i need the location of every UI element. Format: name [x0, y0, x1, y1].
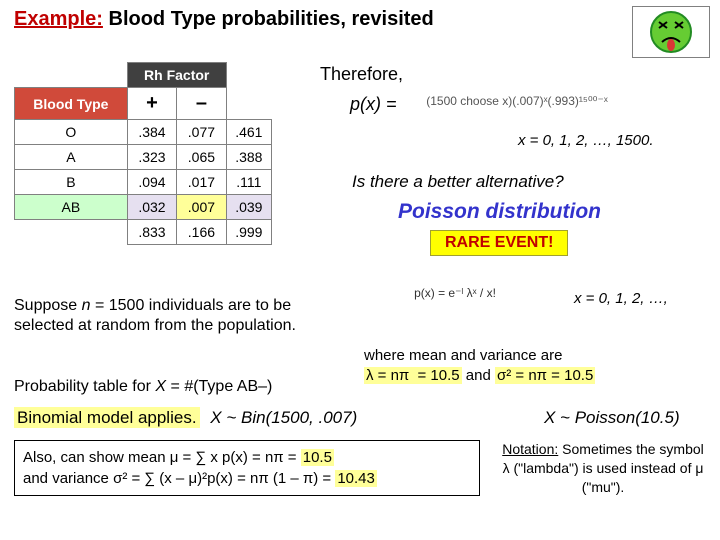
t: and variance [23, 470, 113, 487]
t: = 10.5 [411, 367, 461, 384]
prob-table-label: Probability table for X = #(Type AB–) [14, 378, 272, 396]
t: Notation: [502, 441, 558, 457]
t: where mean and variance are [364, 347, 562, 364]
bt-header: Blood Type [15, 88, 128, 120]
minus-header: – [177, 88, 226, 120]
val-cell: .077 [177, 120, 226, 145]
bt-cell: A [15, 145, 128, 170]
val-cell: .032 [127, 195, 176, 220]
probability-table: Rh Factor Blood Type + – O .384 .077 .46… [14, 62, 272, 245]
table-row: O .384 .077 .461 [15, 120, 272, 145]
val-cell: .094 [127, 170, 176, 195]
therefore-label: Therefore, [320, 64, 403, 85]
val-cell: .017 [177, 170, 226, 195]
table-row: B .094 .017 .111 [15, 170, 272, 195]
slide-title: Example: Blood Type probabilities, revis… [0, 0, 720, 33]
var-val: 10.43 [335, 470, 377, 487]
rh-header: Rh Factor [127, 63, 226, 88]
table-row: AB .032 .007 .039 [15, 195, 272, 220]
notation-note: Notation: Sometimes the symbol λ ("lambd… [500, 440, 706, 497]
total-cell: .461 [226, 120, 271, 145]
x-var: X [155, 378, 166, 395]
title-text: Blood Type probabilities, revisited [109, 8, 434, 30]
val-cell: .007 [177, 195, 226, 220]
bin-dist: X ~ Bin(1500, .007) [210, 408, 357, 427]
x-range-1: x = 0, 1, 2, …, 1500. [518, 132, 654, 149]
alt-question: Is there a better alternative? [352, 172, 564, 192]
var-formula: σ² = ∑ (x – μ)²p(x) = nπ (1 – π) = [113, 470, 335, 487]
t: Binomial model applies. [14, 407, 200, 428]
rare-event-badge: RARE EVENT! [430, 230, 568, 256]
val-cell: .323 [127, 145, 176, 170]
t: Also, can show mean [23, 449, 170, 466]
t: = #(Type AB–) [166, 378, 272, 395]
binomial-formula: (1500 choose x)(.007)ˣ(.993)¹⁵⁰⁰⁻ˣ [406, 78, 628, 124]
val-cell: .384 [127, 120, 176, 145]
bt-cell: AB [15, 195, 128, 220]
t: Suppose [14, 297, 82, 314]
total-cell: .388 [226, 145, 271, 170]
title-example: Example: [14, 8, 103, 30]
t: and [462, 367, 495, 384]
mean-val: 10.5 [301, 449, 334, 466]
x-range-2: x = 0, 1, 2, …, [574, 290, 668, 307]
poisson-formula: p(x) = e⁻ˡ λˣ / x! [380, 268, 530, 318]
mean-formula: μ = ∑ x p(x) = nπ [170, 449, 284, 466]
also-box: Also, can show mean μ = ∑ x p(x) = nπ = … [14, 440, 480, 496]
plus-header: + [127, 88, 176, 120]
px-label: p(x) = [350, 94, 397, 115]
t: Probability table for [14, 378, 155, 395]
sigma-eq: σ² = nπ = 10.5 [495, 367, 595, 384]
bt-cell: B [15, 170, 128, 195]
table-totals: .833 .166 .999 [15, 220, 272, 245]
col-total: .833 [127, 220, 176, 245]
suppose-text: Suppose n = 1500 individuals are to be s… [14, 296, 334, 336]
col-total: .166 [177, 220, 226, 245]
lambda-eq: λ = nπ [364, 367, 411, 384]
where-text: where mean and variance are λ = nπ = 10.… [364, 346, 708, 385]
n-var: n [82, 297, 91, 314]
t: = [284, 449, 301, 466]
table-row: A .323 .065 .388 [15, 145, 272, 170]
total-cell: .111 [226, 170, 271, 195]
total-cell: .039 [226, 195, 271, 220]
grand-total: .999 [226, 220, 271, 245]
x-poisson: X ~ Poisson(10.5) [544, 408, 680, 428]
val-cell: .065 [177, 145, 226, 170]
poisson-title: Poisson distribution [398, 200, 601, 224]
bt-cell: O [15, 120, 128, 145]
sick-face-icon [632, 6, 710, 58]
binomial-applies: Binomial model applies. X ~ Bin(1500, .0… [14, 408, 357, 428]
